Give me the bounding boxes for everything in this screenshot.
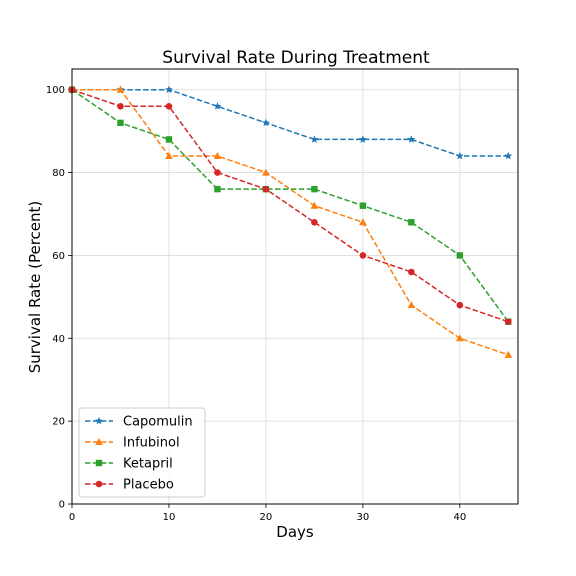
legend-label-ketapril: Ketapril [123,457,173,472]
x-axis-label: Days [276,523,314,541]
data-point-placebo [311,218,318,226]
y-axis-label: Survival Rate (Percent) [26,201,44,374]
series-capomulin [68,85,513,160]
y-tick-label: 100 [46,85,65,96]
legend-marker-infubinol [95,438,103,445]
x-tick-label: 40 [453,512,466,523]
data-point-ketapril [311,185,318,193]
data-point-capomulin [358,135,367,143]
y-tick-label: 80 [52,168,65,179]
data-point-ketapril [165,136,173,143]
legend-label-infubinol: Infubinol [123,436,180,451]
axis-ticks: 0 10 20 30 40 0 20 40 60 80 100 [46,85,466,523]
legend-item-capomulin: Capomulin [85,415,193,430]
series-line-placebo [71,89,509,323]
legend: Capomulin Infubinol Ketapril Placebo [78,407,206,498]
legend-marker-placebo [95,480,103,488]
data-point-placebo [214,169,221,176]
data-point-infubinol [504,350,513,358]
y-tick-label: 40 [52,334,65,345]
data-point-ketapril [456,252,464,259]
y-tick-label: 20 [52,417,65,428]
data-point-infubinol [310,201,319,209]
data-point-infubinol [359,218,367,226]
data-point-placebo [117,102,124,110]
data-point-placebo [262,185,270,193]
data-point-capomulin [455,151,464,160]
data-point-ketapril [359,202,367,209]
data-point-placebo [505,318,512,326]
data-point-infubinol [407,301,416,309]
y-tick-label: 60 [52,251,65,262]
data-point-infubinol [456,334,464,342]
plot-frame [71,68,519,505]
data-point-capomulin [213,102,222,110]
data-point-capomulin [261,118,270,127]
legend-label-placebo: Placebo [123,478,174,493]
x-tick-label: 0 [69,512,75,523]
legend-label-capomulin: Capomulin [123,415,193,430]
data-point-infubinol [213,152,222,159]
data-point-capomulin [504,151,513,160]
data-point-placebo [456,301,464,309]
data-point-capomulin [407,135,416,143]
data-point-capomulin [164,85,173,94]
series-line-infubinol [72,88,509,356]
data-point-infubinol [116,85,125,93]
x-tick-label: 20 [260,512,273,523]
data-point-infubinol [165,152,173,159]
legend-item-infubinol: Infubinol [85,436,180,451]
legend-marker-capomulin [95,416,103,425]
legend-item-ketapril: Ketapril [85,457,173,472]
data-point-placebo [408,268,415,276]
series-line-capomulin [72,88,509,157]
legend-marker-ketapril [95,459,103,467]
data-point-ketapril [117,119,124,127]
data-point-capomulin [310,135,319,143]
data-point-ketapril [214,185,221,193]
series-placebo [68,86,512,326]
chart-title: Survival Rate During Treatment [162,48,430,68]
series-line-ketapril [71,89,509,323]
data-point-ketapril [408,219,415,226]
data-point-placebo [359,252,367,259]
series-infubinol [68,85,513,358]
series-layer [68,85,513,358]
x-tick-label: 30 [357,512,370,523]
legend-item-placebo: Placebo [85,478,174,493]
x-tick-label: 10 [163,512,176,523]
data-point-placebo [165,102,173,110]
y-tick-label: 0 [59,500,65,511]
legend-box [78,407,206,498]
data-point-infubinol [262,168,270,176]
